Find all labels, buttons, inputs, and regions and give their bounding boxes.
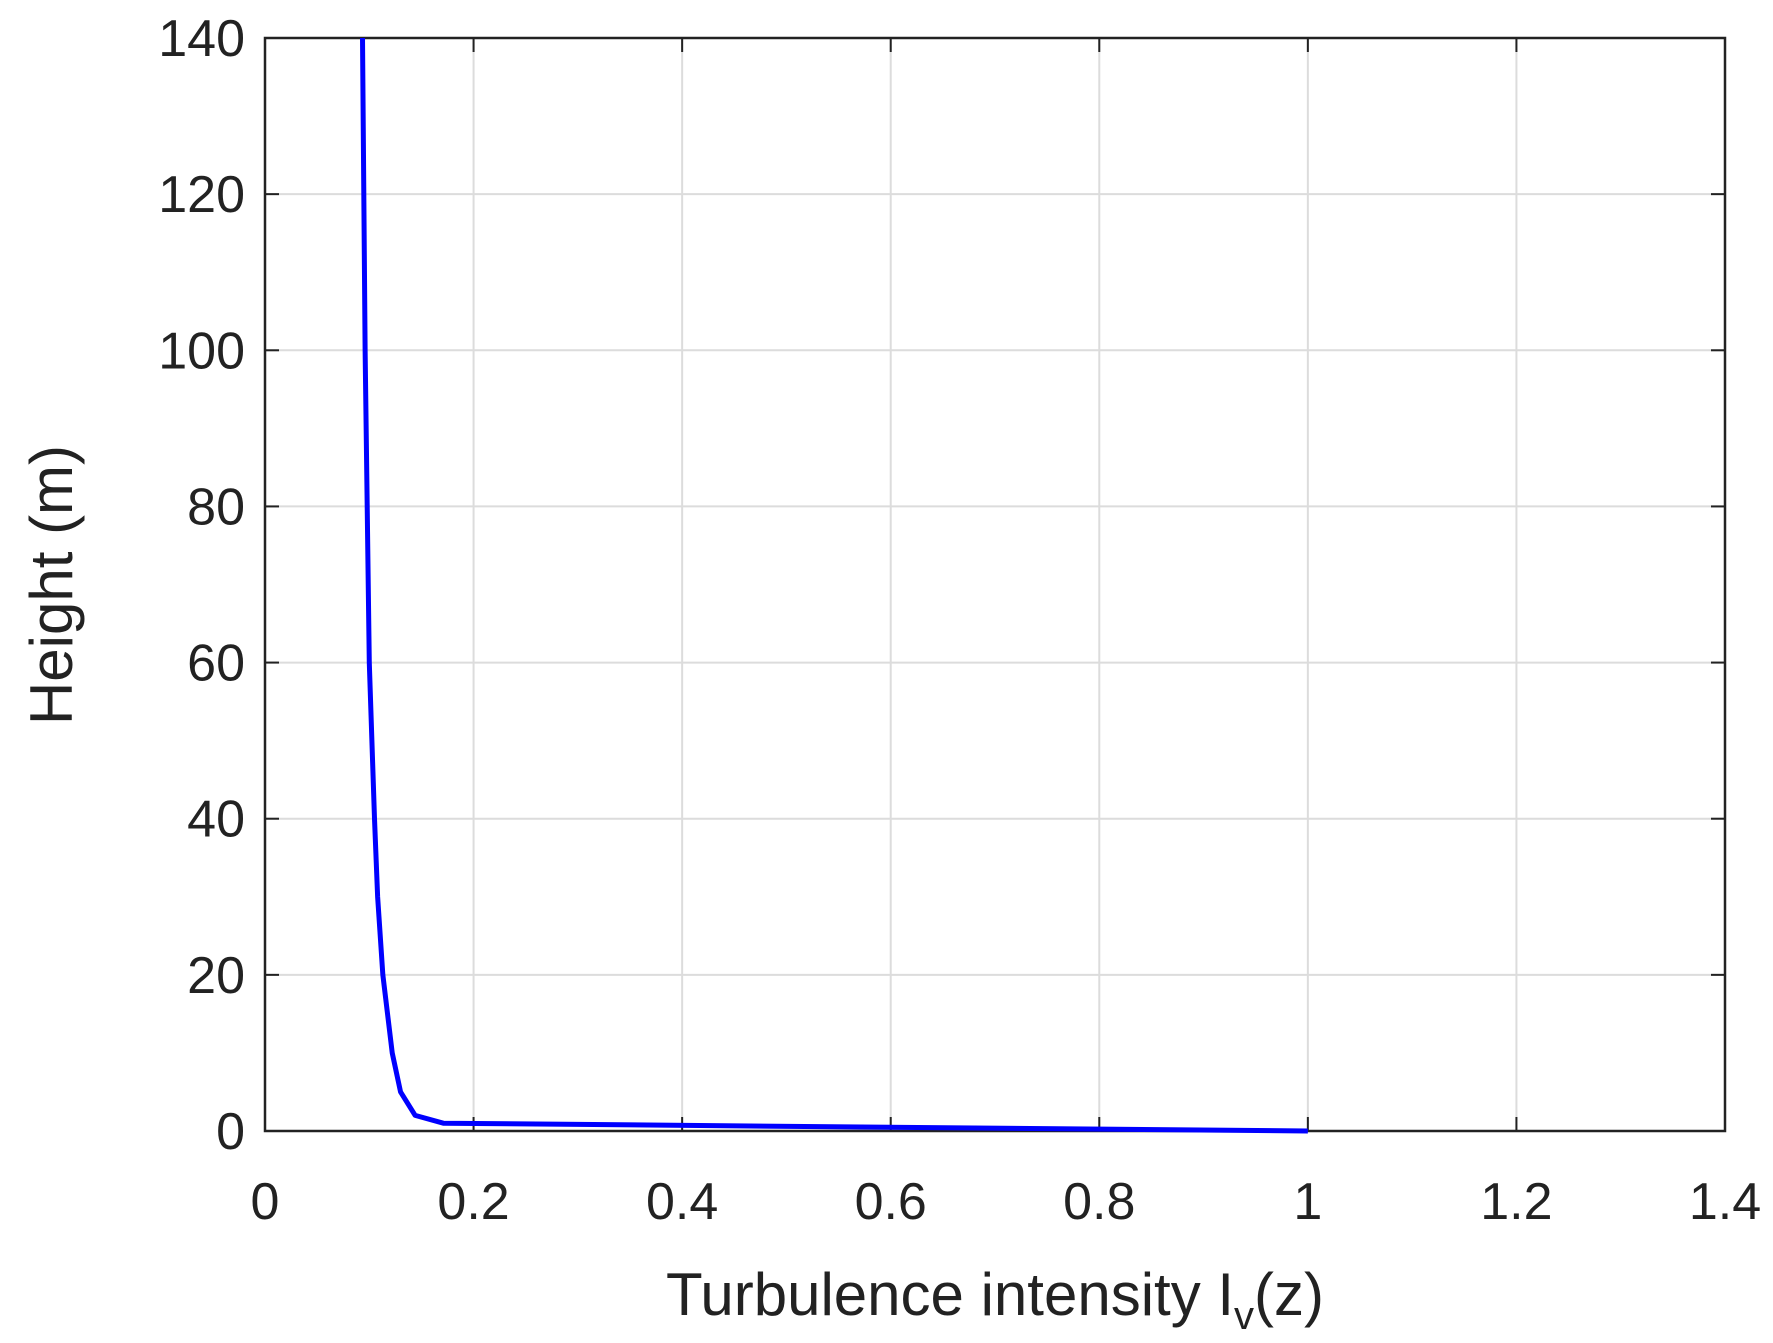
y-tick-label: 60 xyxy=(187,635,245,693)
y-tick-label: 120 xyxy=(158,166,245,224)
x-axis-label: Turbulence intensity Iv(z) xyxy=(666,1261,1324,1338)
y-tick-label: 100 xyxy=(158,322,245,380)
x-axis-label-subscript: v xyxy=(1234,1294,1254,1338)
x-axis-label-suffix: (z) xyxy=(1254,1261,1324,1328)
x-tick-label: 0.4 xyxy=(646,1173,718,1231)
y-tick-label: 0 xyxy=(216,1103,245,1161)
x-tick-label: 0.6 xyxy=(855,1173,927,1231)
x-tick-label: 0 xyxy=(251,1173,280,1231)
y-tick-label: 40 xyxy=(187,791,245,849)
y-axis-label: Height (m) xyxy=(18,445,85,725)
x-tick-label: 1 xyxy=(1293,1173,1322,1231)
y-tick-label: 80 xyxy=(187,478,245,536)
y-tick-label: 20 xyxy=(187,947,245,1005)
x-tick-label: 1.2 xyxy=(1480,1173,1552,1231)
x-tick-label: 1.4 xyxy=(1689,1173,1761,1231)
x-tick-label: 0.2 xyxy=(437,1173,509,1231)
x-tick-label: 0.8 xyxy=(1063,1173,1135,1231)
plot-frame xyxy=(263,36,1727,1133)
x-axis-label-main: Turbulence intensity I xyxy=(666,1261,1234,1328)
data-line xyxy=(360,37,1308,1134)
y-tick-label: 140 xyxy=(158,10,245,68)
